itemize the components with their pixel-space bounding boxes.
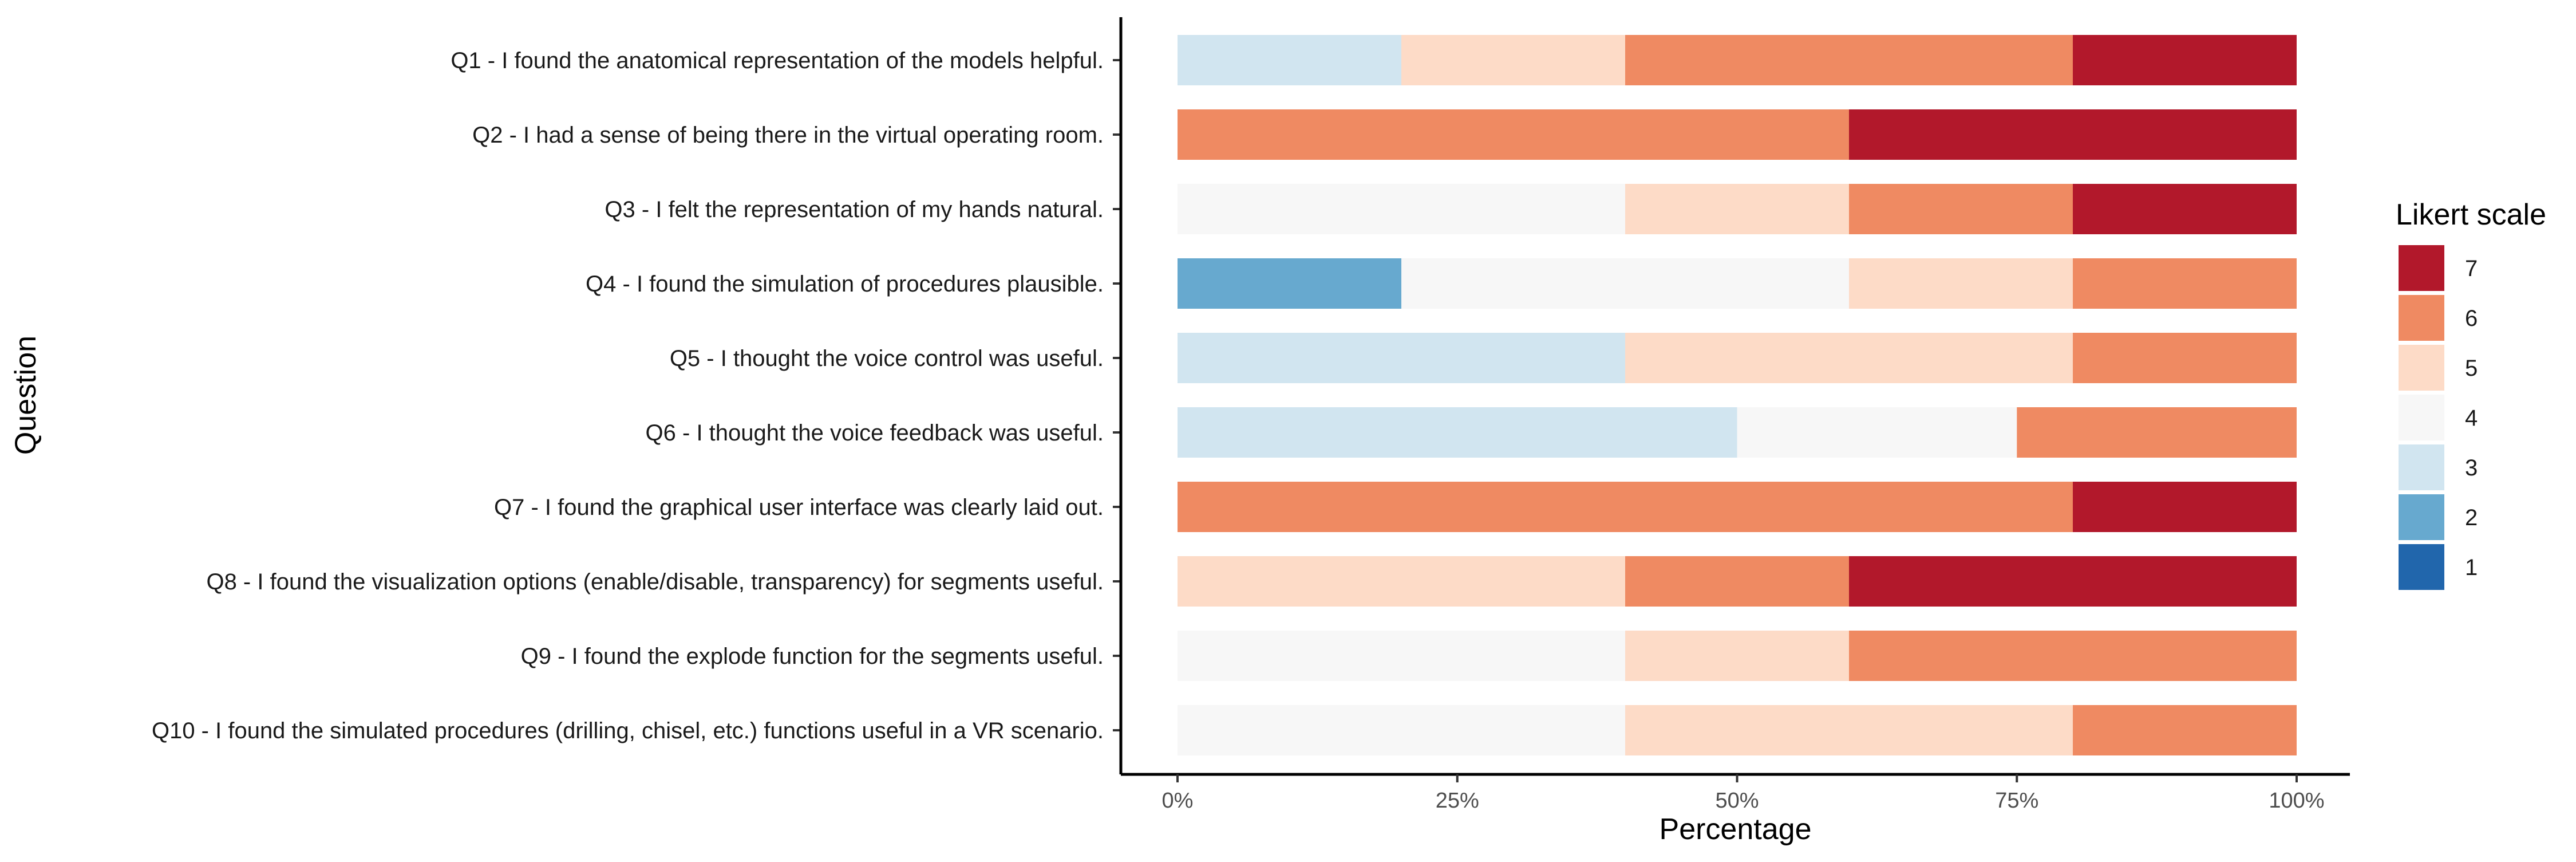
question-labels: Q1 - I found the anatomical representati… (152, 48, 1121, 743)
legend: Likert scale 7 6 5 4 3 2 1 (2396, 198, 2546, 590)
bar-segment-q1-likert-3 (1178, 35, 1401, 85)
bar-segment-q1-likert-7 (2073, 35, 2297, 85)
question-label: Q2 - I had a sense of being there in the… (472, 123, 1104, 148)
legend-label-2: 2 (2465, 505, 2478, 530)
bar-segment-q6-likert-6 (2017, 407, 2297, 458)
legend-swatch-7 (2399, 245, 2444, 291)
axes (1119, 17, 2350, 776)
bar-segment-q7-likert-7 (2073, 482, 2297, 532)
legend-swatch-3 (2399, 444, 2444, 490)
question-label: Q8 - I found the visualization options (… (206, 569, 1104, 595)
bar-segment-q9-likert-4 (1178, 631, 1625, 681)
legend-label-4: 4 (2465, 406, 2478, 431)
legend-label-1: 1 (2465, 555, 2478, 580)
x-tick-label: 75% (1995, 789, 2038, 813)
bar-segment-q8-likert-5 (1178, 556, 1625, 607)
question-label: Q6 - I thought the voice feedback was us… (646, 420, 1104, 446)
question-label: Q1 - I found the anatomical representati… (451, 48, 1104, 73)
x-tick-label: 0% (1162, 789, 1194, 813)
legend-swatch-4 (2399, 395, 2444, 440)
bar-segment-q3-likert-6 (1849, 184, 2073, 234)
bar-segment-q3-likert-5 (1625, 184, 1849, 234)
x-ticks: 0% 25% 50% 75% 100% (1162, 774, 2325, 813)
x-tick-label: 100% (2269, 789, 2324, 813)
question-label: Q9 - I found the explode function for th… (521, 644, 1104, 669)
bar-segment-q10-likert-6 (2073, 705, 2297, 755)
question-label: Q4 - I found the simulation of procedure… (586, 271, 1104, 297)
legend-swatch-5 (2399, 345, 2444, 391)
bar-segment-q1-likert-6 (1625, 35, 2073, 85)
bar-segment-q4-likert-2 (1178, 258, 1401, 309)
bar-segment-q10-likert-5 (1625, 705, 2073, 755)
legend-swatch-6 (2399, 295, 2444, 341)
question-label: Q10 - I found the simulated procedures (… (152, 718, 1104, 743)
x-tick-label: 25% (1436, 789, 1479, 813)
bar-segment-q4-likert-4 (1401, 258, 1849, 309)
question-label: Q7 - I found the graphical user interfac… (494, 495, 1104, 520)
bar-segment-q9-likert-6 (1849, 631, 2297, 681)
bar-segment-q9-likert-5 (1625, 631, 1849, 681)
bar-segment-q6-likert-4 (1737, 407, 2017, 458)
question-label: Q3 - I felt the representation of my han… (605, 197, 1104, 222)
bar-segment-q8-likert-7 (1849, 556, 2297, 607)
question-label: Q5 - I thought the voice control was use… (670, 346, 1104, 371)
bar-segment-q4-likert-5 (1849, 258, 2073, 309)
legend-label-5: 5 (2465, 356, 2478, 381)
legend-swatch-1 (2399, 544, 2444, 590)
bar-segment-q2-likert-7 (1849, 109, 2297, 160)
legend-label-6: 6 (2465, 306, 2478, 331)
bar-segment-q8-likert-6 (1625, 556, 1849, 607)
bar-segment-q10-likert-4 (1178, 705, 1625, 755)
x-axis-title: Percentage (1660, 813, 1812, 846)
legend-title: Likert scale (2396, 198, 2546, 231)
bar-segment-q5-likert-5 (1625, 333, 2073, 383)
legend-swatch-2 (2399, 494, 2444, 540)
bar-segment-q4-likert-6 (2073, 258, 2297, 309)
bar-segment-q3-likert-7 (2073, 184, 2297, 234)
bar-segment-q7-likert-6 (1178, 482, 2073, 532)
bar-segment-q1-likert-5 (1401, 35, 1625, 85)
y-axis-title: Question (9, 336, 42, 455)
bar-segment-q3-likert-4 (1178, 184, 1625, 234)
x-tick-label: 50% (1715, 789, 1759, 813)
bar-segment-q2-likert-6 (1178, 109, 1849, 160)
bar-segment-q5-likert-3 (1178, 333, 1625, 383)
legend-label-3: 3 (2465, 455, 2478, 481)
legend-label-7: 7 (2465, 256, 2478, 281)
bars-layer (1178, 35, 2297, 755)
bar-segment-q6-likert-3 (1178, 407, 1737, 458)
bar-segment-q5-likert-6 (2073, 333, 2297, 383)
